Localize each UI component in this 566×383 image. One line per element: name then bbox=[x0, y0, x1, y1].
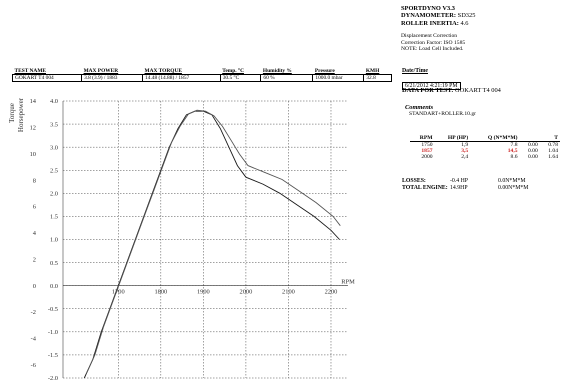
horsepower-tick-label: 3.0 bbox=[50, 144, 58, 151]
horsepower-tick-label: 2.0 bbox=[50, 191, 58, 198]
torque-tick-label: -2 bbox=[31, 309, 36, 316]
rpm-tick-label: 2000 bbox=[240, 289, 253, 296]
table-cell: 3.8 (3.9) / 1883 bbox=[81, 74, 144, 82]
n-cell: 0.00 bbox=[527, 154, 538, 160]
datetime-block: Date/Time 6/21/2012 4:21:19 PM bbox=[402, 68, 562, 92]
losses-nm: 0.0N*M*M bbox=[498, 178, 526, 184]
total-engine-hp: 14.9HP bbox=[450, 185, 468, 191]
rpm-column-header: RPM bbox=[410, 135, 435, 142]
horsepower-axis-label: Horsepower bbox=[17, 97, 25, 132]
totals-block: LOSSES: -0.4 HP 0.0N*M*M TOTAL ENGINE: 1… bbox=[402, 178, 562, 192]
torque-axis-label: Torque bbox=[8, 103, 16, 123]
table-cell: 32.8 bbox=[363, 74, 392, 82]
horsepower-tick-label: -1.5 bbox=[48, 352, 58, 359]
horsepower-tick-label: 3.5 bbox=[50, 121, 58, 128]
chart-grid bbox=[62, 100, 348, 379]
rpm-tick-label: 2100 bbox=[282, 289, 295, 296]
n-cell: 0.00 bbox=[527, 148, 538, 154]
rpm-column-header: Q (N*M*M) bbox=[470, 135, 520, 142]
horsepower-tick-label: 1.0 bbox=[50, 237, 58, 244]
hp-cell: 2,4 bbox=[461, 154, 469, 160]
torque-tick-label: -4 bbox=[31, 336, 37, 343]
losses-label: LOSSES: bbox=[402, 178, 426, 184]
rpm-cell: 2000 bbox=[421, 154, 433, 160]
table-cell: 14.48 (14.88) / 1857 bbox=[142, 74, 221, 82]
datetime-header: Date/Time bbox=[402, 68, 428, 74]
table-row: GOKART T4 004 3.8 (3.9) / 1883 14.48 (14… bbox=[11, 74, 392, 82]
correction-line-2: Correction Factor: ISO 1585 bbox=[401, 39, 466, 46]
power-curve-line bbox=[83, 110, 340, 379]
table-cell: 1000.0 mbar bbox=[312, 74, 365, 82]
roller-inertia-label: ROLLER INERTIA: bbox=[401, 19, 459, 27]
torque-tick-label: 12 bbox=[30, 125, 36, 132]
total-engine-nm: 0.00N*M*M bbox=[498, 185, 529, 191]
horsepower-tick-label: -1.0 bbox=[48, 329, 58, 336]
rpm-tick-label: 1700 bbox=[112, 289, 125, 296]
test-data-value: GOKART T4 004 bbox=[454, 87, 501, 94]
torque-tick-label: 0 bbox=[33, 283, 36, 290]
chart-ticks: 4.0 3.5 3.0 2.5 2.0 1.5 1.0 0.5 0.0 -0.5 -1.0 -1.5 -… bbox=[30, 98, 338, 382]
comments-value: STANDART+ROLLER.10.gr bbox=[409, 111, 477, 118]
torque-tick-label: 2 bbox=[33, 256, 36, 263]
summary-table: TEST NAME MAX POWER MAX TORQUE Temp. °C … bbox=[11, 68, 392, 82]
rpm-axis-label: RPM bbox=[341, 279, 355, 286]
horsepower-tick-label: -0.5 bbox=[48, 306, 58, 313]
rpm-cell: 1750 bbox=[421, 142, 433, 148]
rpm-row: 2000 2,4 8.6 0.00 1.64 bbox=[410, 154, 560, 160]
chart-series bbox=[83, 109, 341, 379]
table-cell: 60 % bbox=[260, 74, 314, 82]
roller-inertia-value: 4.6 bbox=[460, 19, 469, 27]
q-cell: 7.8 bbox=[510, 142, 518, 148]
rpm-tick-label: 1800 bbox=[154, 289, 167, 296]
comments-label: Comments bbox=[405, 104, 434, 111]
rpm-row-highlight: 1857 3,5 14,5 0.00 1.04 bbox=[410, 148, 560, 154]
torque-tick-label: 14 bbox=[30, 98, 37, 105]
horsepower-tick-label: 4.0 bbox=[50, 98, 58, 105]
test-data-line: DATA FOR TEST: GOKART T4 004 bbox=[402, 87, 562, 94]
power-curve-line bbox=[85, 109, 341, 374]
correction-line-1: Displacement Correction bbox=[401, 33, 458, 40]
horsepower-tick-label: 0.0 bbox=[50, 283, 58, 290]
comments-block: Comments STANDART+ROLLER.10.gr bbox=[405, 104, 565, 118]
torque-tick-label: 4 bbox=[33, 230, 37, 237]
rpm-row: 1750 1,9 7.8 0.00 0.78 bbox=[410, 142, 560, 148]
t-cell: 0.78 bbox=[548, 142, 558, 148]
q-cell: 14,5 bbox=[507, 148, 518, 154]
horsepower-tick-label: -2.0 bbox=[48, 375, 58, 382]
t-cell: 1.64 bbox=[548, 154, 558, 160]
datetime-value: 6/21/2012 4:21:19 PM bbox=[402, 82, 461, 90]
horsepower-tick-label: 0.5 bbox=[50, 260, 58, 267]
total-engine-label: TOTAL ENGINE: bbox=[402, 185, 448, 191]
torque-tick-label: 6 bbox=[33, 204, 36, 211]
rpm-tick-label: 2200 bbox=[325, 289, 338, 296]
dyno-info-block: SPORTDYNO V3.3 DYNAMOMETER: SD325 ROLLER… bbox=[401, 5, 561, 52]
torque-tick-label: 8 bbox=[33, 177, 36, 184]
table-cell: GOKART T4 004 bbox=[11, 74, 83, 82]
hp-cell: 3,5 bbox=[461, 148, 469, 154]
torque-tick-label: 10 bbox=[30, 151, 36, 158]
horsepower-tick-label: 2.5 bbox=[50, 167, 58, 174]
q-cell: 8.6 bbox=[510, 154, 518, 160]
rpm-table: RPM HP (HP) Q (N*M*M) T 1750 1,9 7.8 0.0… bbox=[410, 135, 560, 160]
n-cell: 0.00 bbox=[527, 142, 538, 148]
t-cell: 1.04 bbox=[548, 148, 558, 154]
dynamometer-label: DYNAMOMETER: bbox=[401, 12, 457, 20]
rpm-column-header: T bbox=[539, 135, 560, 142]
test-data-label: DATA FOR TEST: bbox=[402, 87, 454, 94]
rpm-tick-label: 1900 bbox=[197, 289, 210, 296]
software-name: SPORTDYNO V3.3 bbox=[401, 5, 455, 12]
note-line: NOTE: Load Cell Included. bbox=[401, 46, 464, 53]
hp-cell: 1,9 bbox=[461, 142, 469, 148]
losses-hp: -0.4 HP bbox=[450, 178, 469, 184]
dynamometer-value: SD325 bbox=[457, 12, 476, 20]
rpm-cell: 1857 bbox=[421, 148, 433, 154]
torque-tick-label: -6 bbox=[31, 362, 36, 369]
rpm-column-header: HP (HP) bbox=[434, 135, 471, 142]
horsepower-tick-label: 1.5 bbox=[50, 214, 58, 221]
